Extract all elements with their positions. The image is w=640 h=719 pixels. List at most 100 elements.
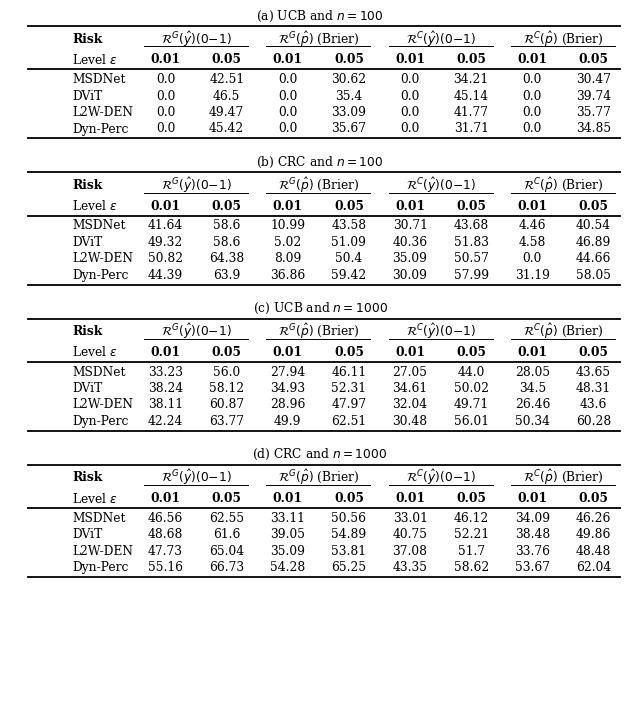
Text: 28.96: 28.96	[270, 398, 305, 411]
Text: 54.89: 54.89	[332, 528, 367, 541]
Text: 34.09: 34.09	[515, 512, 550, 525]
Text: 31.19: 31.19	[515, 269, 550, 282]
Text: 40.36: 40.36	[392, 236, 428, 249]
Text: 26.46: 26.46	[515, 398, 550, 411]
Text: 51.09: 51.09	[332, 236, 367, 249]
Text: 0.01: 0.01	[395, 199, 425, 213]
Text: Level $\epsilon$: Level $\epsilon$	[72, 199, 118, 213]
Text: Risk: Risk	[72, 32, 102, 45]
Text: 0.01: 0.01	[517, 53, 547, 66]
Text: 30.48: 30.48	[392, 415, 428, 428]
Text: 0.0: 0.0	[401, 106, 420, 119]
Text: $\mathcal{R}^G(\hat{p})$ (Brier): $\mathcal{R}^G(\hat{p})$ (Brier)	[278, 468, 359, 487]
Text: 44.39: 44.39	[148, 269, 183, 282]
Text: 0.01: 0.01	[395, 346, 425, 359]
Text: 0.0: 0.0	[523, 106, 542, 119]
Text: 48.68: 48.68	[148, 528, 183, 541]
Text: 58.05: 58.05	[576, 269, 611, 282]
Text: 50.56: 50.56	[332, 512, 367, 525]
Text: 0.05: 0.05	[334, 53, 364, 66]
Text: 51.83: 51.83	[454, 236, 489, 249]
Text: 45.42: 45.42	[209, 122, 244, 135]
Text: 4.58: 4.58	[518, 236, 546, 249]
Text: 30.47: 30.47	[576, 73, 611, 86]
Text: 0.01: 0.01	[517, 346, 547, 359]
Text: 0.05: 0.05	[334, 199, 364, 213]
Text: 58.62: 58.62	[454, 562, 489, 574]
Text: 48.31: 48.31	[576, 382, 611, 395]
Text: 0.0: 0.0	[156, 122, 175, 135]
Text: 28.05: 28.05	[515, 365, 550, 378]
Text: Level $\epsilon$: Level $\epsilon$	[72, 492, 118, 505]
Text: 30.09: 30.09	[392, 269, 428, 282]
Text: 0.01: 0.01	[150, 346, 180, 359]
Text: $\mathcal{R}^G(\hat{y})(0{-}1)$: $\mathcal{R}^G(\hat{y})(0{-}1)$	[161, 29, 232, 49]
Text: 0.05: 0.05	[579, 492, 609, 505]
Text: 10.99: 10.99	[270, 219, 305, 232]
Text: $\mathcal{R}^C(\hat{y})(0{-}1)$: $\mathcal{R}^C(\hat{y})(0{-}1)$	[406, 176, 476, 195]
Text: Level $\epsilon$: Level $\epsilon$	[72, 345, 118, 360]
Text: 63.9: 63.9	[213, 269, 241, 282]
Text: 0.0: 0.0	[278, 73, 298, 86]
Text: 43.58: 43.58	[332, 219, 367, 232]
Text: 0.0: 0.0	[278, 106, 298, 119]
Text: 0.05: 0.05	[334, 492, 364, 505]
Text: Dyn-Perc: Dyn-Perc	[72, 269, 129, 282]
Text: 34.85: 34.85	[576, 122, 611, 135]
Text: 0.05: 0.05	[212, 199, 242, 213]
Text: Dyn-Perc: Dyn-Perc	[72, 415, 129, 428]
Text: 60.87: 60.87	[209, 398, 244, 411]
Text: L2W-DEN: L2W-DEN	[72, 545, 133, 558]
Text: 0.05: 0.05	[579, 199, 609, 213]
Text: 35.77: 35.77	[576, 106, 611, 119]
Text: 0.01: 0.01	[150, 492, 180, 505]
Text: 0.05: 0.05	[456, 492, 486, 505]
Text: 43.6: 43.6	[580, 398, 607, 411]
Text: 0.0: 0.0	[278, 89, 298, 103]
Text: 0.0: 0.0	[523, 122, 542, 135]
Text: 35.4: 35.4	[335, 89, 363, 103]
Text: 58.6: 58.6	[213, 236, 241, 249]
Text: $\mathcal{R}^G(\hat{p})$ (Brier): $\mathcal{R}^G(\hat{p})$ (Brier)	[278, 176, 359, 195]
Text: 59.42: 59.42	[332, 269, 367, 282]
Text: L2W-DEN: L2W-DEN	[72, 106, 133, 119]
Text: Level $\epsilon$: Level $\epsilon$	[72, 52, 118, 67]
Text: 42.24: 42.24	[148, 415, 183, 428]
Text: 36.86: 36.86	[270, 269, 305, 282]
Text: 40.54: 40.54	[576, 219, 611, 232]
Text: MSDNet: MSDNet	[72, 73, 125, 86]
Text: 0.0: 0.0	[156, 73, 175, 86]
Text: 44.0: 44.0	[458, 365, 485, 378]
Text: 33.01: 33.01	[392, 512, 428, 525]
Text: 46.26: 46.26	[576, 512, 611, 525]
Text: 0.0: 0.0	[401, 122, 420, 135]
Text: 64.38: 64.38	[209, 252, 244, 265]
Text: 48.48: 48.48	[576, 545, 611, 558]
Text: 0.05: 0.05	[212, 492, 242, 505]
Text: 0.0: 0.0	[401, 89, 420, 103]
Text: DViT: DViT	[72, 382, 102, 395]
Text: 53.81: 53.81	[332, 545, 367, 558]
Text: 0.01: 0.01	[517, 199, 547, 213]
Text: (d) CRC and $n = 1000$: (d) CRC and $n = 1000$	[252, 447, 388, 462]
Text: MSDNet: MSDNet	[72, 219, 125, 232]
Text: DViT: DViT	[72, 236, 102, 249]
Text: 5.02: 5.02	[274, 236, 301, 249]
Text: MSDNet: MSDNet	[72, 365, 125, 378]
Text: 0.05: 0.05	[579, 346, 609, 359]
Text: 49.86: 49.86	[576, 528, 611, 541]
Text: Risk: Risk	[72, 325, 102, 338]
Text: 47.97: 47.97	[332, 398, 367, 411]
Text: 58.12: 58.12	[209, 382, 244, 395]
Text: 41.64: 41.64	[148, 219, 183, 232]
Text: 35.09: 35.09	[392, 252, 428, 265]
Text: 39.05: 39.05	[270, 528, 305, 541]
Text: 46.89: 46.89	[576, 236, 611, 249]
Text: 43.68: 43.68	[454, 219, 489, 232]
Text: (c) UCB and $n = 1000$: (c) UCB and $n = 1000$	[253, 301, 387, 316]
Text: 52.31: 52.31	[332, 382, 367, 395]
Text: 30.62: 30.62	[332, 73, 367, 86]
Text: 30.71: 30.71	[392, 219, 428, 232]
Text: 33.23: 33.23	[148, 365, 183, 378]
Text: 53.67: 53.67	[515, 562, 550, 574]
